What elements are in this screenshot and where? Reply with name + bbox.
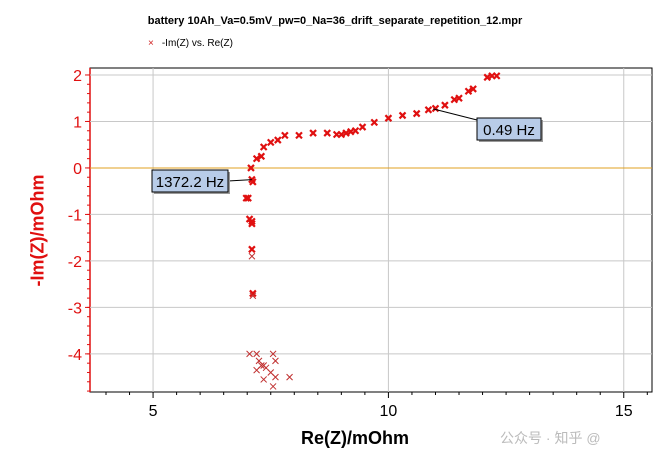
data-point: [337, 130, 346, 139]
data-point: [492, 72, 501, 80]
y-tick-label: -2: [68, 254, 82, 271]
data-point: [244, 194, 252, 202]
data-point: [246, 350, 253, 358]
data-point: [242, 194, 251, 202]
data-point: [274, 136, 282, 144]
data-point: [248, 245, 256, 254]
data-point: [424, 106, 433, 114]
data-point: [247, 164, 255, 172]
annotation-leader-line: [433, 108, 478, 121]
data-point: [252, 154, 261, 163]
data-point: [253, 350, 260, 358]
data-point: [342, 129, 350, 137]
watermark: 公众号 · 知乎 @: [500, 430, 601, 446]
data-point: [370, 118, 379, 127]
data-point: [464, 87, 473, 96]
y-tick-label: -4: [68, 347, 82, 364]
data-point: [450, 95, 459, 104]
data-point: [455, 94, 463, 102]
annotation-label: 0.49 Hz: [483, 122, 535, 139]
x-tick-label: 15: [615, 403, 633, 420]
chart-title: battery 10Ah_Va=0.5mV_pw=0_Na=36_drift_s…: [147, 15, 523, 27]
data-point: [257, 152, 266, 161]
data-point: [248, 219, 256, 228]
data-point: [358, 123, 367, 131]
data-point: [272, 373, 279, 381]
legend-entry: -Im(Z) vs. Re(Z): [161, 38, 233, 49]
y-tick-label: -3: [68, 300, 82, 317]
annotation-box: [151, 169, 229, 193]
legend-marker-icon: ×: [148, 38, 154, 49]
data-point: [269, 383, 277, 390]
plot-frame: [89, 67, 653, 393]
data-point: [323, 129, 332, 137]
data-point: [398, 111, 407, 120]
data-point: [248, 252, 256, 260]
y-tick-label: -1: [68, 207, 82, 224]
x-tick-label: 5: [149, 403, 158, 420]
data-point: [412, 109, 421, 118]
x-axis-label: Re(Z)/mOhm: [301, 428, 409, 448]
data-point: [260, 376, 268, 383]
y-tick-label: 2: [73, 68, 82, 85]
data-point: [351, 126, 360, 135]
data-point: [286, 373, 293, 381]
data-point: [266, 138, 275, 147]
data-point: [384, 114, 393, 122]
data-point: [469, 85, 477, 93]
data-point: [272, 357, 279, 365]
data-point: [259, 143, 268, 151]
x-tick-label: 10: [380, 403, 398, 420]
data-point: [249, 292, 257, 300]
data-point: [269, 350, 277, 358]
data-point: [483, 73, 492, 82]
annotation-label: 1372.2 Hz: [156, 174, 224, 191]
y-tick-label: 0: [73, 161, 82, 178]
data-point: [295, 131, 303, 140]
data-point: [309, 129, 317, 137]
annotation-leader-line: [227, 179, 252, 182]
data-point: [249, 289, 257, 298]
data-point: [253, 366, 260, 374]
y-tick-label: 1: [73, 114, 82, 131]
data-point: [441, 101, 449, 109]
data-point: [248, 217, 256, 226]
legend: × -Im(Z) vs. Re(Z): [148, 38, 233, 49]
annotation-box: [476, 117, 542, 141]
data-point: [281, 131, 289, 140]
